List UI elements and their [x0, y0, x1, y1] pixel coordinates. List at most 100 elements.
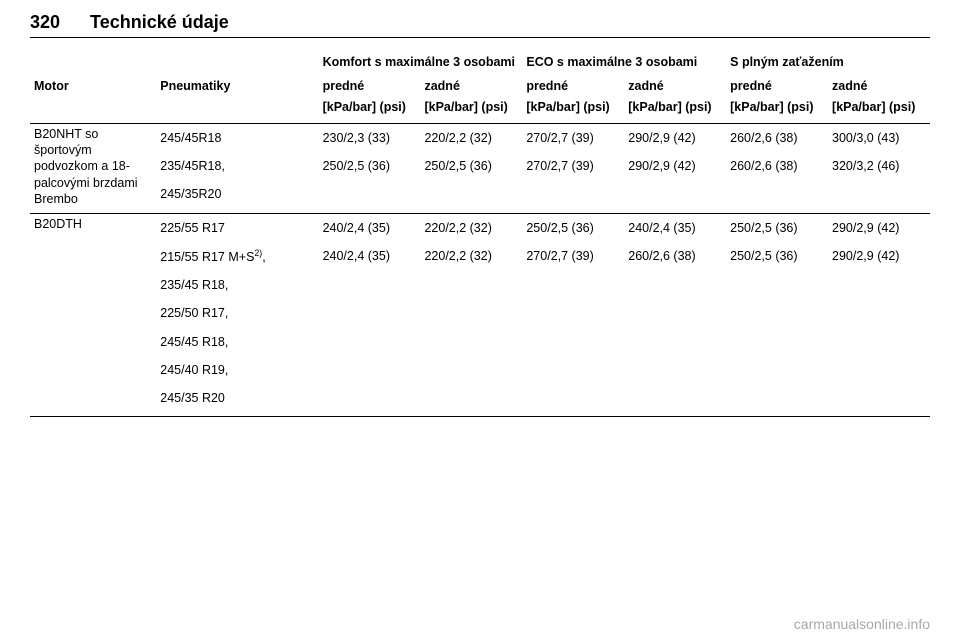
- value-cell: 260/2,6 (38): [624, 242, 726, 271]
- value-cell: [522, 384, 624, 417]
- value-cell: [624, 299, 726, 327]
- tire-cell: 225/55 R17: [156, 213, 318, 242]
- value-cell: 270/2,7 (39): [522, 123, 624, 152]
- value-cell: [420, 356, 522, 384]
- label-tires: Pneumatiky: [156, 76, 318, 96]
- value-cell: [828, 384, 930, 417]
- value-cell: [319, 299, 421, 327]
- value-cell: 250/2,5 (36): [420, 152, 522, 180]
- subheader-rear: zadné: [828, 76, 930, 96]
- table-row: B20NHT so športovým podvozkom a 18-palco…: [30, 123, 930, 152]
- page-header: 320 Technické údaje: [30, 12, 930, 38]
- value-cell: [319, 356, 421, 384]
- value-cell: [624, 356, 726, 384]
- table-row: 245/35 R20: [30, 384, 930, 417]
- subheader-rear: zadné: [420, 76, 522, 96]
- value-cell: 270/2,7 (39): [522, 242, 624, 271]
- tire-cell: 245/35 R20: [156, 384, 318, 417]
- value-cell: [319, 328, 421, 356]
- value-cell: 290/2,9 (42): [828, 242, 930, 271]
- table-row: 245/45 R18,: [30, 328, 930, 356]
- value-cell: 230/2,3 (33): [319, 123, 421, 152]
- value-cell: [726, 299, 828, 327]
- value-cell: [522, 180, 624, 213]
- value-cell: [420, 384, 522, 417]
- value-cell: 320/3,2 (46): [828, 152, 930, 180]
- value-cell: [420, 299, 522, 327]
- value-cell: [726, 356, 828, 384]
- tire-pressure-table: Komfort s maximálne 3 osobami ECO s maxi…: [30, 48, 930, 417]
- unit-cell: [kPa/bar] (psi): [522, 97, 624, 124]
- page-title: Technické údaje: [90, 12, 229, 33]
- value-cell: [319, 271, 421, 299]
- value-cell: 250/2,5 (36): [319, 152, 421, 180]
- value-cell: 240/2,4 (35): [319, 242, 421, 271]
- tire-cell: 235/45R18,: [156, 152, 318, 180]
- table-row: 245/40 R19,: [30, 356, 930, 384]
- unit-cell: [kPa/bar] (psi): [420, 97, 522, 124]
- value-cell: [726, 180, 828, 213]
- motor-cell: B20DTH: [30, 213, 156, 417]
- subheader-front: predné: [522, 76, 624, 96]
- tire-cell: 235/45 R18,: [156, 271, 318, 299]
- subheader-front: predné: [319, 76, 421, 96]
- unit-cell: [kPa/bar] (psi): [624, 97, 726, 124]
- table-subheader-row: Motor Pneumatiky predné zadné predné zad…: [30, 76, 930, 96]
- value-cell: 240/2,4 (35): [319, 213, 421, 242]
- table-row: 235/45 R18,: [30, 271, 930, 299]
- value-cell: [319, 180, 421, 213]
- table-row: 215/55 R17 M+S2),240/2,4 (35)220/2,2 (32…: [30, 242, 930, 271]
- table-row: 235/45R18,250/2,5 (36)250/2,5 (36)270/2,…: [30, 152, 930, 180]
- value-cell: [420, 271, 522, 299]
- subheader-rear: zadné: [624, 76, 726, 96]
- footer-watermark: carmanualsonline.info: [794, 616, 930, 632]
- table-row: B20DTH225/55 R17240/2,4 (35)220/2,2 (32)…: [30, 213, 930, 242]
- page-number: 320: [30, 12, 60, 33]
- value-cell: [726, 384, 828, 417]
- table-unit-row: [kPa/bar] (psi) [kPa/bar] (psi) [kPa/bar…: [30, 97, 930, 124]
- group-header-full: S plným zaťažením: [726, 48, 930, 76]
- value-cell: [828, 299, 930, 327]
- tire-cell: 245/45 R18,: [156, 328, 318, 356]
- value-cell: [726, 271, 828, 299]
- value-cell: 240/2,4 (35): [624, 213, 726, 242]
- value-cell: [624, 384, 726, 417]
- tire-cell: 215/55 R17 M+S2),: [156, 242, 318, 271]
- unit-cell: [kPa/bar] (psi): [319, 97, 421, 124]
- value-cell: 270/2,7 (39): [522, 152, 624, 180]
- value-cell: 290/2,9 (42): [624, 123, 726, 152]
- value-cell: [828, 356, 930, 384]
- table-row: 245/35R20: [30, 180, 930, 213]
- value-cell: [522, 271, 624, 299]
- value-cell: [522, 328, 624, 356]
- value-cell: 220/2,2 (32): [420, 213, 522, 242]
- value-cell: [726, 328, 828, 356]
- tire-cell: 225/50 R17,: [156, 299, 318, 327]
- value-cell: 290/2,9 (42): [828, 213, 930, 242]
- value-cell: 260/2,6 (38): [726, 123, 828, 152]
- value-cell: [319, 384, 421, 417]
- value-cell: [420, 180, 522, 213]
- value-cell: 220/2,2 (32): [420, 123, 522, 152]
- value-cell: [522, 299, 624, 327]
- value-cell: 250/2,5 (36): [522, 213, 624, 242]
- value-cell: [828, 180, 930, 213]
- tire-cell: 245/40 R19,: [156, 356, 318, 384]
- label-motor: Motor: [30, 76, 156, 96]
- subheader-front: predné: [726, 76, 828, 96]
- table-row: 225/50 R17,: [30, 299, 930, 327]
- unit-cell: [kPa/bar] (psi): [828, 97, 930, 124]
- value-cell: [624, 328, 726, 356]
- group-header-comfort: Komfort s maximálne 3 osobami: [319, 48, 523, 76]
- value-cell: 250/2,5 (36): [726, 213, 828, 242]
- group-header-eco: ECO s maximálne 3 osobami: [522, 48, 726, 76]
- value-cell: [828, 328, 930, 356]
- value-cell: 290/2,9 (42): [624, 152, 726, 180]
- value-cell: [624, 271, 726, 299]
- value-cell: [624, 180, 726, 213]
- motor-cell: B20NHT so športovým podvozkom a 18-palco…: [30, 123, 156, 213]
- value-cell: 260/2,6 (38): [726, 152, 828, 180]
- table-group-header-row: Komfort s maximálne 3 osobami ECO s maxi…: [30, 48, 930, 76]
- value-cell: 250/2,5 (36): [726, 242, 828, 271]
- unit-cell: [kPa/bar] (psi): [726, 97, 828, 124]
